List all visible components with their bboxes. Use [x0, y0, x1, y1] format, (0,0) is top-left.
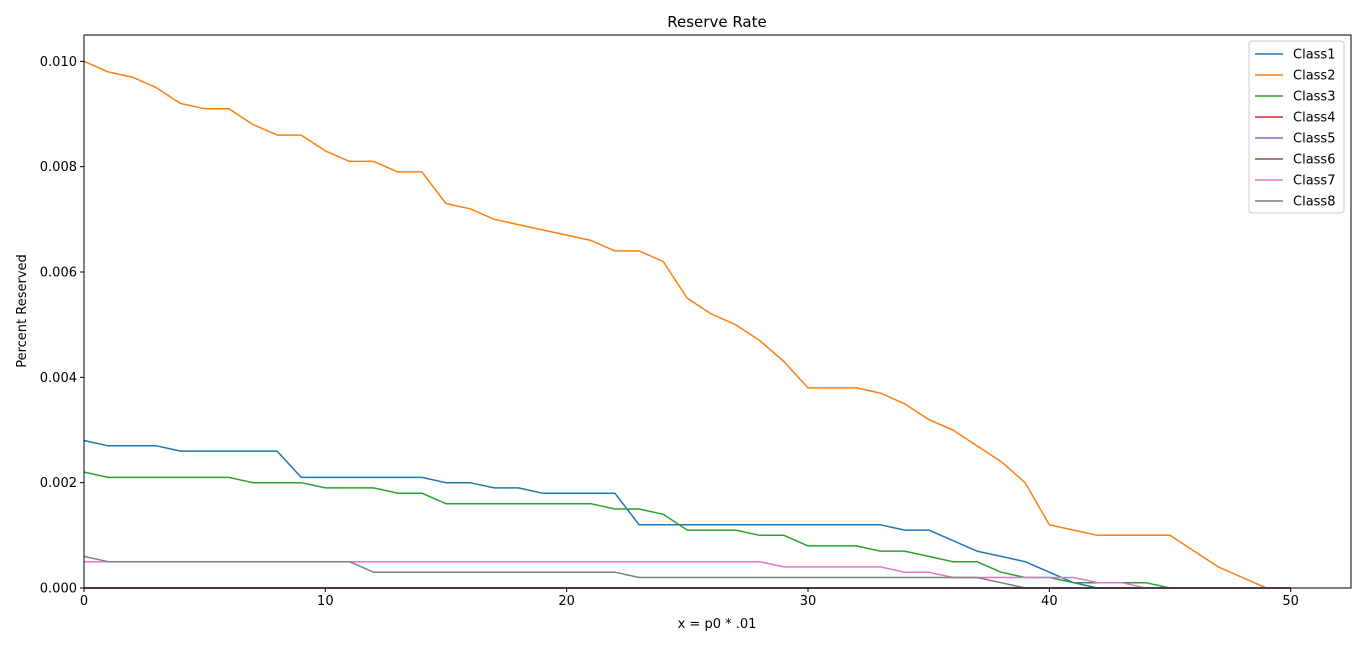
series-line-class3	[83, 471, 1291, 589]
y-tick-label: 0.006	[40, 266, 77, 281]
y-axis-label: Percent Reserved	[15, 254, 30, 368]
y-axis-ticks: 0.000 0.002 0.004 0.006 0.008 0.010	[40, 55, 84, 597]
x-tick-label: 30	[800, 594, 817, 609]
legend-label-class3: Class3	[1293, 90, 1335, 105]
x-axis-ticks: 0 10 20 30 40 50	[80, 588, 1299, 609]
x-axis-label: x = p0 * .01	[678, 617, 757, 632]
legend-label-class1: Class1	[1293, 48, 1335, 63]
legend-label-class5: Class5	[1293, 132, 1335, 147]
x-tick-label: 40	[1041, 594, 1058, 609]
legend: Class1 Class2 Class3 Class4 Class5 Class6 Clas…	[1248, 40, 1345, 214]
x-tick-label: 50	[1282, 594, 1299, 609]
y-tick-label: 0.002	[40, 476, 77, 491]
y-tick-label: 0.010	[40, 55, 77, 70]
legend-label-class7: Class7	[1293, 174, 1335, 189]
x-tick-label: 0	[80, 594, 88, 609]
legend-label-class8: Class8	[1293, 195, 1335, 210]
chart-title: Reserve Rate	[667, 13, 766, 31]
y-tick-label: 0.000	[40, 582, 77, 597]
series-line-class1	[83, 439, 1291, 589]
legend-box	[1248, 40, 1345, 214]
x-tick-label: 20	[558, 594, 575, 609]
legend-label-class4: Class4	[1293, 111, 1335, 126]
legend-label-class6: Class6	[1293, 153, 1335, 168]
plot-frame	[83, 34, 1352, 589]
legend-label-class2: Class2	[1293, 69, 1335, 84]
x-tick-label: 10	[317, 594, 334, 609]
y-tick-label: 0.008	[40, 160, 77, 175]
y-tick-label: 0.004	[40, 371, 77, 386]
series-line-class2	[83, 60, 1291, 589]
